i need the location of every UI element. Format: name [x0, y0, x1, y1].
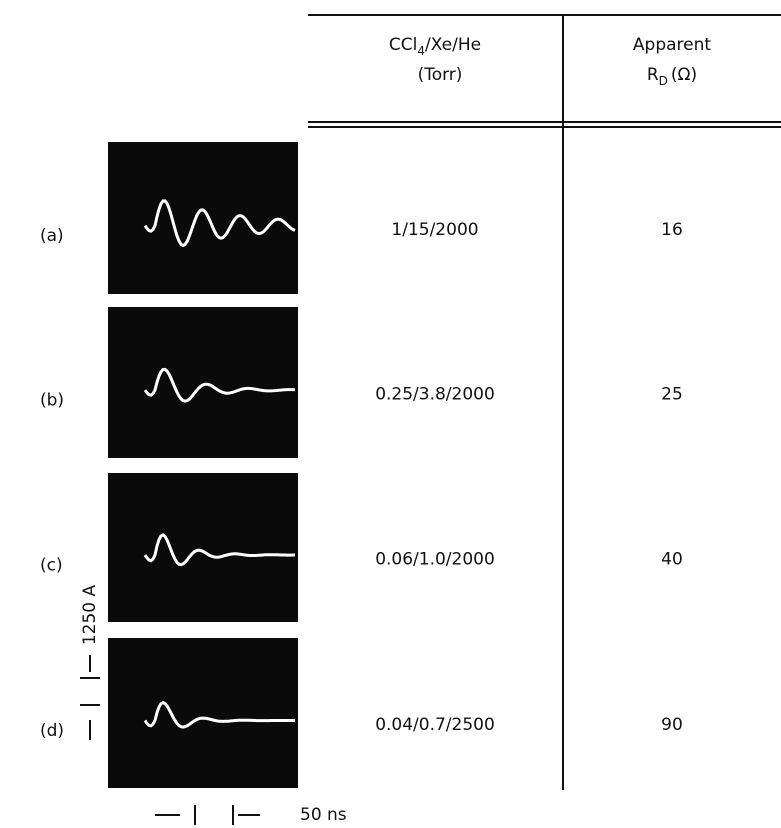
header-subscript: 4: [417, 44, 425, 58]
composition: 0.06/1.0/2000: [375, 549, 495, 569]
row-label: (d): [40, 721, 64, 741]
oscillogram: [108, 307, 298, 458]
current-scale-marks: [80, 655, 100, 740]
table-lines: [308, 14, 781, 790]
composition: 1/15/2000: [391, 220, 478, 240]
header-text: /Xe/He: [425, 35, 481, 55]
header-unit: (Torr): [418, 65, 463, 85]
oscillogram: [108, 142, 298, 294]
header-text: (Ω): [671, 65, 697, 85]
header-resistance: Apparent: [633, 35, 711, 55]
resistance: 25: [661, 385, 683, 405]
resistance: 16: [661, 220, 683, 240]
header-composition: CCl4/Xe/He: [389, 35, 481, 58]
row-label: (a): [40, 226, 64, 246]
row-label: (c): [40, 555, 63, 575]
header-text: R: [647, 65, 659, 85]
oscillogram: [108, 638, 298, 788]
rows: (a) 1/15/2000 16 (b) 0.25/3.8/2000 25 (c) 0.06/…: [40, 142, 683, 788]
composition: 0.04/0.7/2500: [375, 715, 495, 735]
header-subscript: D: [659, 74, 668, 88]
trace: [143, 199, 296, 248]
row-label: (b): [40, 391, 64, 411]
header-text: CCl: [389, 35, 417, 55]
trace: [143, 367, 296, 403]
time-scale-marks: [155, 805, 260, 825]
time-scale-label: 50 ns: [300, 805, 347, 825]
resistance: 90: [661, 715, 683, 735]
header-resistance-symbol: RD (Ω): [647, 65, 697, 88]
current-scale-label: 1250 A: [80, 584, 100, 645]
composition: 0.25/3.8/2000: [375, 385, 495, 405]
trace: [143, 700, 295, 729]
oscillogram: [108, 473, 298, 622]
trace: [143, 533, 295, 567]
resistance: 40: [661, 549, 683, 569]
